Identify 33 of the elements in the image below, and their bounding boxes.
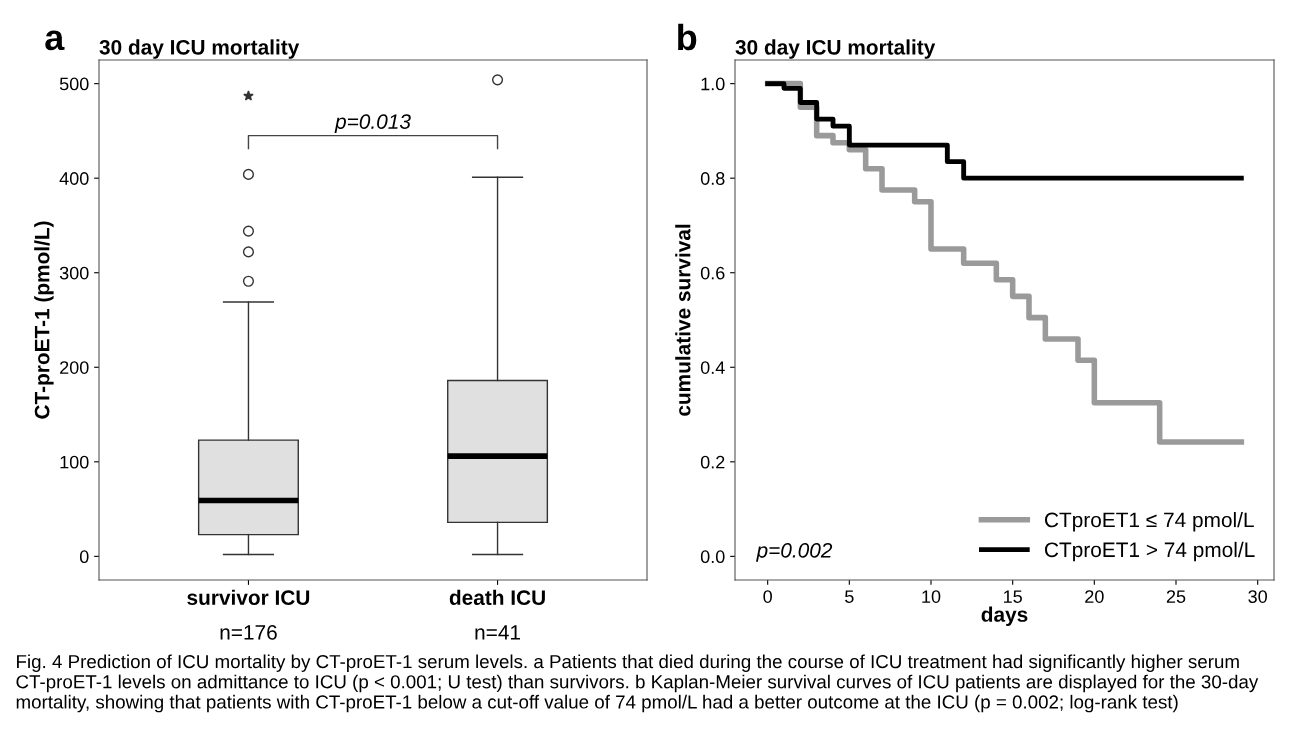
chart-title: 30 day ICU mortality — [99, 39, 300, 59]
legend-label: CTproET1 > 74 pmol/L — [1045, 541, 1255, 562]
y-tick-label: 100 — [60, 455, 89, 469]
x-tick-label: 0 — [763, 590, 772, 603]
x-tick-label: 25 — [1166, 590, 1186, 603]
y-tick-label: 300 — [59, 266, 89, 280]
caption: Fig. 4 Prediction of ICU mortality by CT-proET-1 serum levels. a Patients that died during the course of ICU treatment had significantly higher serum CT-proET-1 levels on admittance to ICU (p < 0.001; U test) than survivors. b Kaplan-Meier survival curves of ICU patients are displayed for the 30-day mortality, showing that patients with CT-proET-1 below a cut-off value of 74 pmol/L had a better outcome at the ICU (p = 0.002; log-rank test) — [16, 654, 1259, 713]
x-tick-label: 15 — [1004, 590, 1022, 603]
x-tick-label: 5 — [845, 590, 854, 603]
annotation: p=0.002 — [756, 542, 833, 562]
y-tick-label: 0.0 — [700, 550, 725, 564]
y-tick-label: 0.6 — [700, 266, 725, 280]
text: a — [45, 30, 65, 51]
legend-label: CTproET1 ≤ 74 pmol/L — [1045, 511, 1254, 532]
text: b — [678, 23, 697, 51]
y-tick-label: 0.4 — [700, 361, 725, 374]
annotation: p=0.013 — [334, 114, 411, 134]
y-axis-title: cumulative survival — [675, 224, 691, 416]
y-tick-label: 0.8 — [700, 172, 725, 185]
chart-title: 30 day ICU mortality — [735, 39, 936, 59]
y-tick-label: 200 — [60, 361, 89, 374]
category-label: death ICU n=41 — [449, 589, 545, 640]
y-tick-label: 0 — [79, 550, 89, 564]
x-axis-title: days — [981, 606, 1028, 626]
y-axis-title: CT-proET-1 (pmol/L) — [34, 221, 54, 419]
x-tick-label: 10 — [922, 590, 941, 603]
y-tick-label: 500 — [59, 77, 89, 91]
category-label: survivor ICU n=176 — [187, 589, 310, 640]
y-tick-label: 0.2 — [700, 455, 725, 469]
y-tick-label: 400 — [59, 172, 89, 185]
y-tick-label: 1.0 — [701, 77, 725, 91]
x-tick-label: 30 — [1248, 590, 1267, 603]
x-tick-label: 20 — [1085, 590, 1104, 603]
